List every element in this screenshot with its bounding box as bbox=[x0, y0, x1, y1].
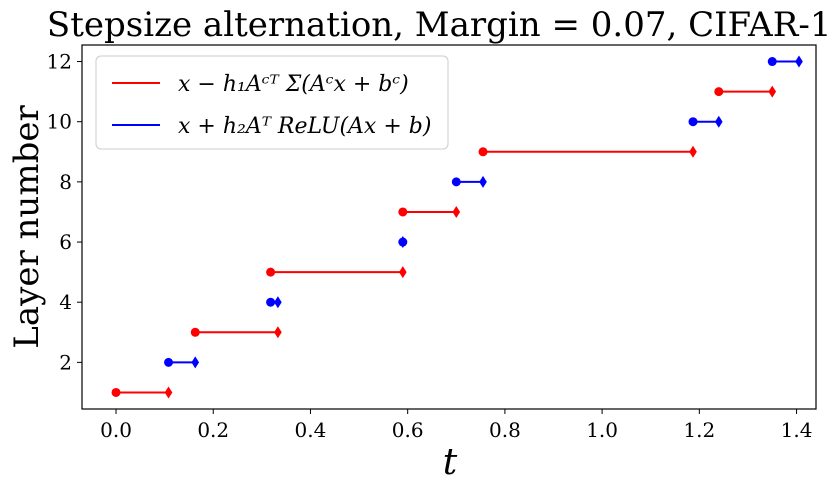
segment-end-diamond-layer-8 bbox=[479, 175, 487, 188]
segment-start-point-layer-9 bbox=[478, 147, 488, 157]
segment-start-point-layer-7 bbox=[398, 207, 408, 217]
x-tick-label: 1.0 bbox=[586, 418, 618, 442]
segment-end-diamond-layer-1 bbox=[164, 386, 173, 399]
legend-entry-blue: x + h₂Aᵀ ReLU(Ax + b) bbox=[178, 114, 431, 139]
segment-start-point-layer-2 bbox=[164, 357, 174, 367]
segment-start-point-layer-8 bbox=[451, 177, 461, 187]
x-tick-label: 0.4 bbox=[295, 418, 327, 442]
y-tick-label: 2 bbox=[59, 350, 72, 374]
y-tick-label: 10 bbox=[47, 110, 72, 134]
plot-area bbox=[111, 55, 803, 399]
y-axis-label: Layer number bbox=[7, 105, 47, 349]
segment-start-point-layer-1 bbox=[111, 387, 121, 397]
chart-title: Stepsize alternation, Margin = 0.07, CIF… bbox=[47, 5, 830, 45]
x-tick-label: 0.2 bbox=[197, 418, 229, 442]
segment-end-diamond-layer-12 bbox=[795, 55, 803, 68]
legend-entry-red: x − h₁Aᶜᵀ Σ(Aᶜx + bᶜ) bbox=[178, 72, 409, 97]
segment-start-point-layer-3 bbox=[190, 327, 200, 337]
legend-box bbox=[95, 55, 449, 150]
y-tick-label: 12 bbox=[47, 50, 72, 74]
segment-end-diamond-layer-11 bbox=[768, 85, 777, 98]
x-tick-label: 0.0 bbox=[100, 418, 132, 442]
segment-end-diamond-layer-3 bbox=[274, 326, 282, 339]
x-tick-label: 0.6 bbox=[392, 418, 424, 442]
plot-frame bbox=[81, 44, 817, 410]
x-axis-label: t bbox=[443, 442, 458, 483]
x-tick-label: 1.2 bbox=[683, 418, 715, 442]
y-tick-label: 8 bbox=[59, 170, 72, 194]
series-red bbox=[111, 85, 777, 399]
segment-start-point-layer-10 bbox=[688, 117, 698, 127]
segment-end-diamond-layer-2 bbox=[191, 356, 200, 369]
x-tick-label: 0.8 bbox=[489, 418, 521, 442]
segment-end-diamond-layer-9 bbox=[689, 145, 697, 158]
x-tick-label: 1.4 bbox=[781, 418, 813, 442]
series-blue bbox=[164, 55, 803, 369]
segment-start-point-layer-4 bbox=[266, 297, 276, 307]
segment-end-diamond-layer-7 bbox=[452, 205, 461, 218]
segment-end-diamond-layer-5 bbox=[399, 266, 407, 279]
y-tick-label: 4 bbox=[59, 290, 72, 314]
segment-start-point-layer-5 bbox=[266, 267, 276, 277]
legend: x − h₁Aᶜᵀ Σ(Aᶜx + bᶜ) x + h₂Aᵀ ReLU(Ax +… bbox=[95, 55, 449, 150]
segment-start-point-layer-11 bbox=[714, 87, 724, 97]
segment-end-diamond-layer-6 bbox=[399, 236, 407, 249]
segment-start-point-layer-12 bbox=[767, 57, 777, 67]
segment-end-diamond-layer-4 bbox=[274, 296, 282, 309]
axis-ticks: 0.0 0.2 0.4 0.6 0.8 1.0 1.2 1.4 2 4 6 8 10 12 bbox=[47, 50, 813, 442]
segment-end-diamond-layer-10 bbox=[714, 115, 723, 128]
y-tick-label: 6 bbox=[59, 230, 72, 254]
